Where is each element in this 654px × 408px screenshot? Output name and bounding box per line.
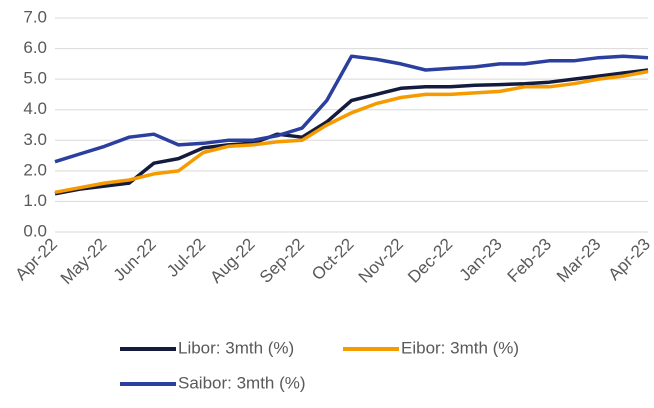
x-tick-label: Oct-22 xyxy=(308,235,358,285)
x-tick-label: Jun-22 xyxy=(110,235,160,285)
x-tick-label: Sep-22 xyxy=(256,235,308,287)
y-tick-label: 6.0 xyxy=(23,38,47,57)
x-tick-label: Mar-23 xyxy=(553,235,605,287)
x-tick-label: Jul-22 xyxy=(163,235,209,281)
x-tick-label: Jan-23 xyxy=(456,235,506,285)
x-tick-label: Apr-23 xyxy=(604,235,654,285)
series-line xyxy=(54,69,649,195)
legend-label: Saibor: 3mth (%) xyxy=(178,373,306,392)
x-tick-label: Feb-23 xyxy=(504,235,556,287)
series-line xyxy=(54,54,649,164)
y-tick-label: 4.0 xyxy=(23,99,47,118)
y-tick-label: 5.0 xyxy=(23,69,47,88)
x-tick-label: Aug-22 xyxy=(206,235,258,287)
y-tick-label: 1.0 xyxy=(23,191,47,210)
x-tick-label: Nov-22 xyxy=(355,235,407,287)
legend-label: Eibor: 3mth (%) xyxy=(401,338,519,357)
y-tick-label: 3.0 xyxy=(23,130,47,149)
x-tick-label: Dec-22 xyxy=(404,235,456,287)
y-tick-label: 2.0 xyxy=(23,160,47,179)
series-line xyxy=(54,68,649,196)
y-tick-label: 0.0 xyxy=(23,221,47,240)
x-tick-label: Apr-22 xyxy=(11,235,61,285)
legend-label: Libor: 3mth (%) xyxy=(178,338,294,357)
y-tick-label: 7.0 xyxy=(23,7,47,26)
x-tick-label: May-22 xyxy=(57,235,111,289)
